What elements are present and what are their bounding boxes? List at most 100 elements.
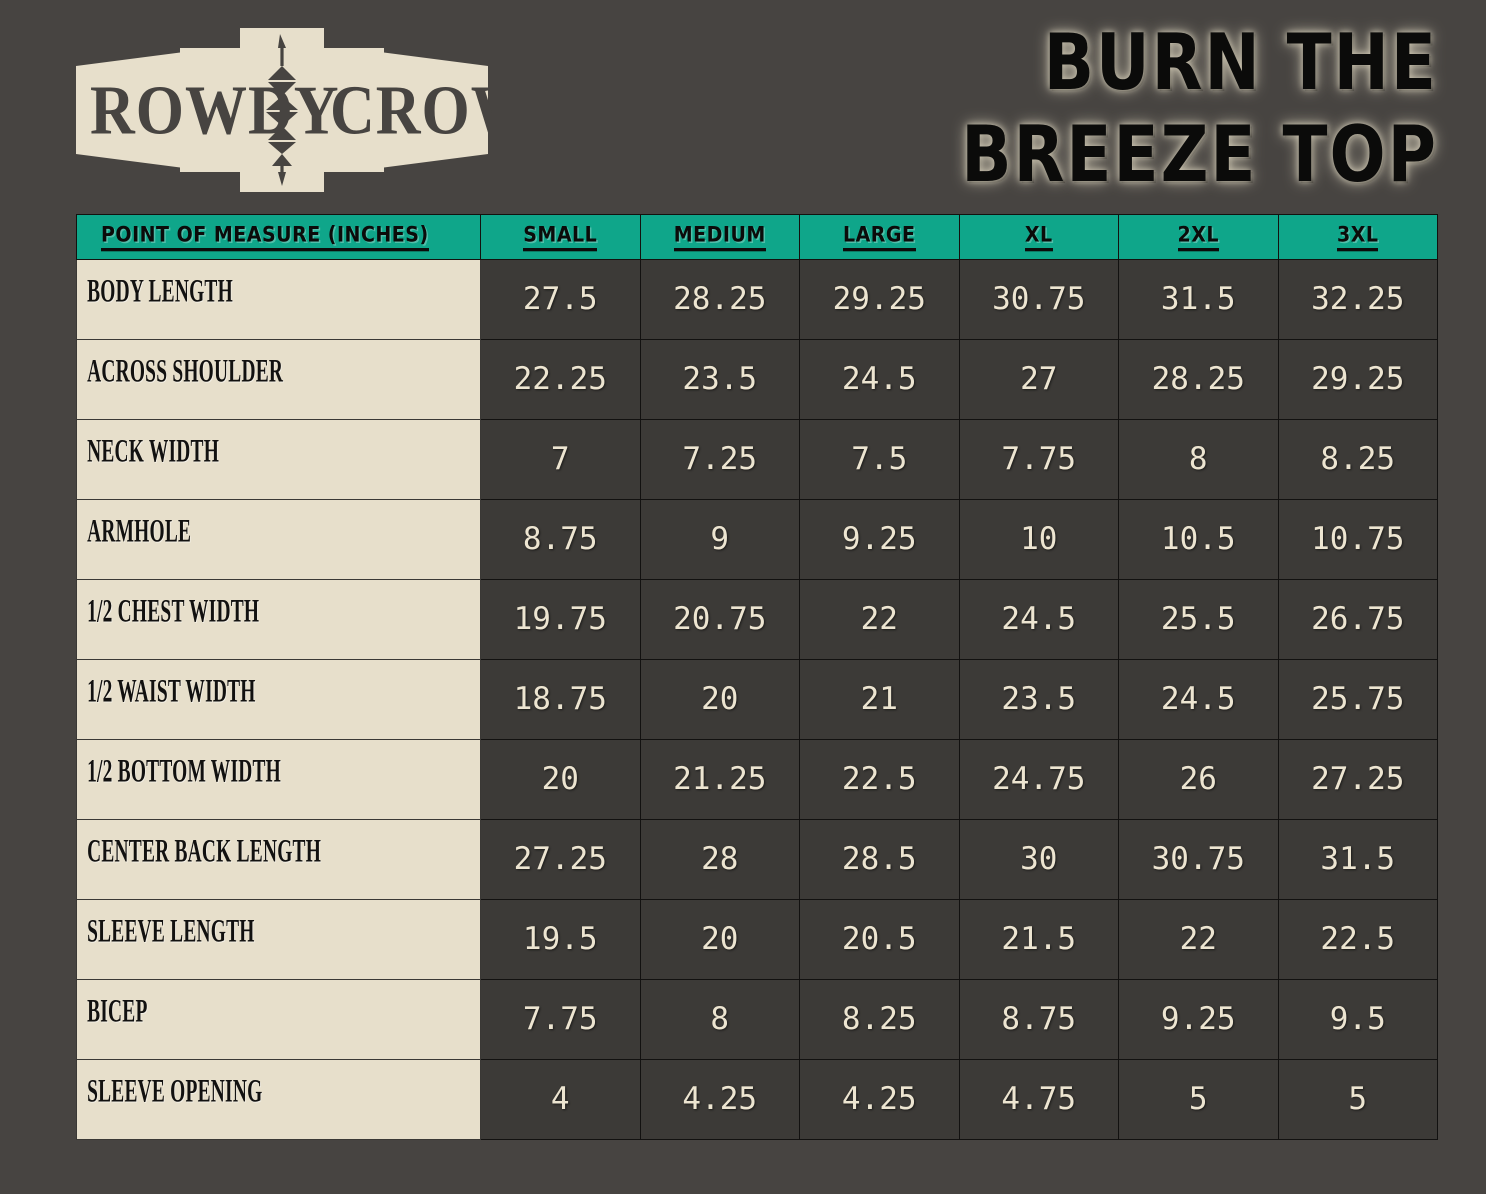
measurement-value-cell: 24.5 [1118,659,1279,740]
measurement-value-cell: 20.5 [799,899,960,980]
measurement-label-cell: SLEEVE LENGTH [76,899,481,980]
measurement-value-cell: 9.5 [1277,979,1438,1060]
measurement-value: 28.25 [673,281,767,317]
measurement-label-cell: ACROSS SHOULDER [76,339,481,420]
table-row: SLEEVE OPENING 4 4.25 4.25 4.75 5 5 [76,1059,1438,1140]
table-row: SLEEVE LENGTH 19.5 20 20.5 21.5 22 22.5 [76,899,1438,980]
measurement-value-cell: 27.25 [1277,739,1438,820]
measurement-value: 27.25 [1311,761,1405,797]
measurement-value-cell: 26 [1118,739,1279,820]
measurement-value-cell: 10.5 [1118,499,1279,580]
measurement-value-cell: 8 [1118,419,1279,500]
measurement-value: 27.25 [513,841,607,877]
measurement-value-cell: 8 [639,979,800,1060]
measurement-value: 30.75 [992,281,1086,317]
measurement-value: 27.5 [522,281,598,317]
measurement-value-cell: 10.75 [1277,499,1438,580]
measurement-value-cell: 25.5 [1118,579,1279,660]
measurement-value-cell: 23.5 [958,659,1119,740]
measurement-value-cell: 8.75 [958,979,1119,1060]
measurement-value: 10.75 [1311,521,1405,557]
column-header-point-of-measure: POINT OF MEASURE (INCHES) [76,214,481,260]
measurement-value: 4 [550,1081,570,1117]
measurement-value-cell: 5 [1118,1059,1279,1140]
measurement-value-cell: 24.5 [958,579,1119,660]
measurement-value: 9.5 [1329,1001,1386,1037]
measurement-value-cell: 28.5 [799,819,960,900]
measurement-value-cell: 7.75 [958,419,1119,500]
table-row: ARMHOLE 8.75 9 9.25 10 10.5 10.75 [76,499,1438,580]
measurement-value: 22 [860,601,898,637]
measurement-value-cell: 27.5 [480,259,641,340]
measurement-label-cell: 1/2 WAIST WIDTH [76,659,481,740]
column-header-3xl: 3XL [1277,214,1438,260]
measurement-value-cell: 22 [1118,899,1279,980]
measurement-value: 29.25 [832,281,926,317]
measurement-value-cell: 7 [480,419,641,500]
measurement-label: BODY LENGTH [87,272,233,309]
measurement-label-cell: 1/2 CHEST WIDTH [76,579,481,660]
svg-text:CROWD: CROWD [330,72,492,149]
measurement-label: 1/2 BOTTOM WIDTH [87,752,282,789]
measurement-value-cell: 4.25 [799,1059,960,1140]
measurement-value: 21.5 [1001,921,1077,957]
measurement-value: 7.75 [1001,441,1077,477]
measurement-value: 24.75 [992,761,1086,797]
measurement-value: 22.25 [513,361,607,397]
measurement-value-cell: 30 [958,819,1119,900]
measurement-value: 7 [550,441,570,477]
measurement-value: 23.5 [1001,681,1077,717]
column-header-2xl: 2XL [1118,214,1279,260]
measurement-value-cell: 24.75 [958,739,1119,820]
measurement-value-cell: 22.5 [799,739,960,820]
measurement-value: 8.75 [1001,1001,1077,1037]
measurement-value-cell: 7.5 [799,419,960,500]
svg-text:ROWDY: ROWDY [90,72,340,149]
measurement-value-cell: 27.25 [480,819,641,900]
measurement-value: 9.25 [841,521,917,557]
measurement-value: 25.5 [1160,601,1236,637]
measurement-value: 26.75 [1311,601,1405,637]
measurement-value-cell: 28.25 [639,259,800,340]
measurement-value: 20.75 [673,601,767,637]
table-body: BODY LENGTH 27.5 28.25 29.25 30.75 31.5 32.25 A… [76,259,1438,1140]
measurement-value: 19.75 [513,601,607,637]
measurement-value: 7.5 [851,441,908,477]
measurement-value-cell: 29.25 [799,259,960,340]
measurement-value: 30.75 [1151,841,1245,877]
table-row: 1/2 BOTTOM WIDTH 20 21.25 22.5 24.75 26 27.25 [76,739,1438,820]
measurement-label: SLEEVE OPENING [87,1072,263,1109]
table-row: CENTER BACK LENGTH 27.25 28 28.5 30 30.75 31.5 [76,819,1438,900]
measurement-value: 26 [1179,761,1217,797]
measurement-value-cell: 29.25 [1277,339,1438,420]
measurement-value-cell: 7.25 [639,419,800,500]
measurement-value-cell: 30.75 [1118,819,1279,900]
measurement-value: 8 [710,1001,730,1037]
table-head: POINT OF MEASURE (INCHES) SMALL MEDIUM L… [76,214,1438,260]
measurement-label-cell: ARMHOLE [76,499,481,580]
measurement-value: 32.25 [1311,281,1405,317]
measurement-value-cell: 21.25 [639,739,800,820]
measurement-value: 7.75 [522,1001,598,1037]
measurement-value-cell: 28 [639,819,800,900]
measurement-value-cell: 9.25 [799,499,960,580]
measurement-value: 8.75 [522,521,598,557]
table-row: 1/2 CHEST WIDTH 19.75 20.75 22 24.5 25.5 26.75 [76,579,1438,660]
measurement-value: 27 [1020,361,1058,397]
page-title: BURN THE BREEZE TOP [818,17,1438,199]
measurement-value: 4.25 [841,1081,917,1117]
column-header-xl: XL [958,214,1119,260]
measurement-value-cell: 20 [639,659,800,740]
measurement-value: 9 [710,521,730,557]
measurement-value: 31.5 [1320,841,1396,877]
measurement-value-cell: 21 [799,659,960,740]
measurement-value-cell: 22.25 [480,339,641,420]
measurement-label-cell: NECK WIDTH [76,419,481,500]
measurement-value-cell: 8.25 [799,979,960,1060]
measurement-value-cell: 27 [958,339,1119,420]
rowdy-crowd-logo: ROWDY CROWD [72,26,492,194]
measurement-value-cell: 20 [480,739,641,820]
measurement-label-cell: BODY LENGTH [76,259,481,340]
measurement-value: 22.5 [1320,921,1396,957]
